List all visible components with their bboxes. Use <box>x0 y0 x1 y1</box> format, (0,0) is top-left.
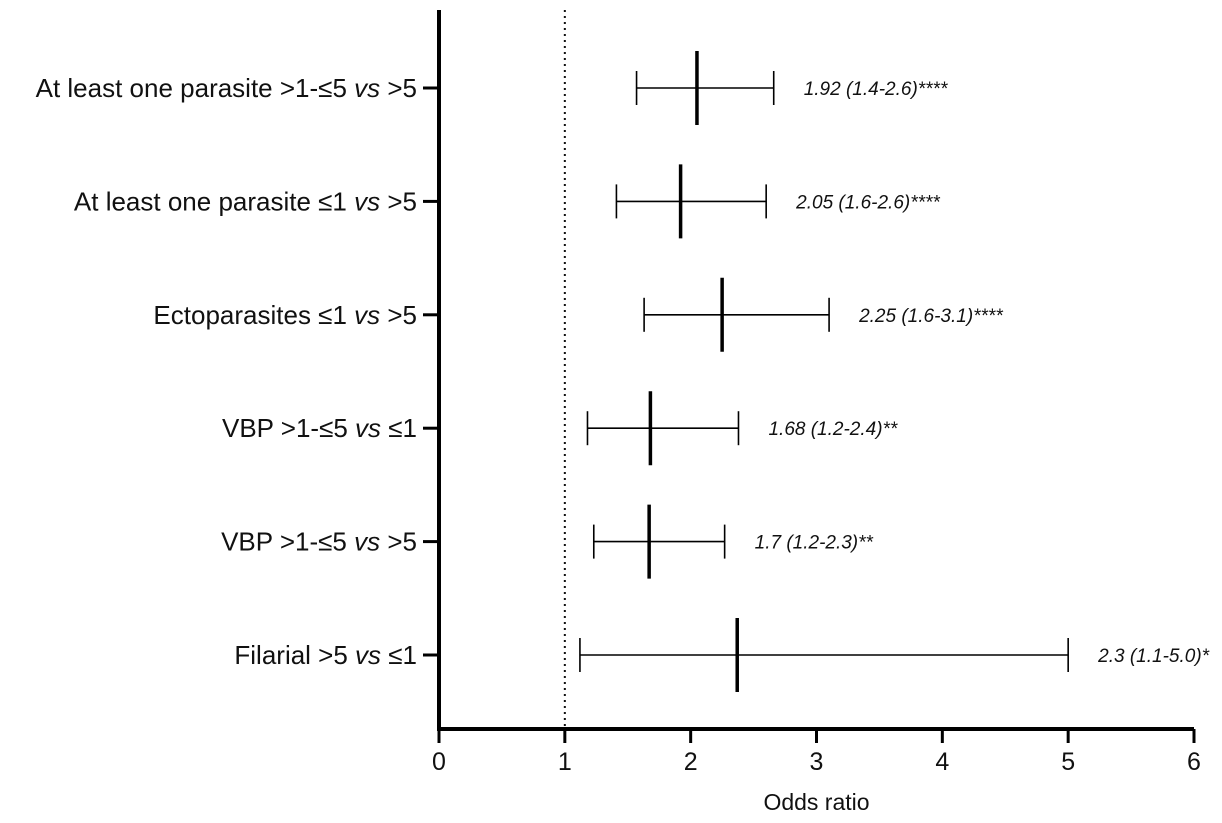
odds-ratio-annotation: 2.05 (1.6-2.6)**** <box>795 192 940 213</box>
odds-ratio-annotation: 1.7 (1.2-2.3)** <box>755 533 874 554</box>
x-tick-label: 6 <box>1187 748 1201 776</box>
category-label: At least one parasite >1-≤5 vs >5 <box>36 73 417 103</box>
x-tick-label: 5 <box>1061 748 1075 776</box>
odds-ratio-annotation: 1.92 (1.4-2.6)**** <box>804 79 948 100</box>
odds-ratio-annotation: 1.68 (1.2-2.4)** <box>768 419 897 440</box>
x-tick-label: 2 <box>684 748 698 776</box>
x-tick-label: 4 <box>935 748 949 776</box>
category-label: VBP >1-≤5 vs ≤1 <box>222 413 417 443</box>
x-axis-title: Odds ratio <box>763 789 869 815</box>
category-label: Filarial >5 vs ≤1 <box>234 640 417 670</box>
plot-area: 0 1 2 3 4 5 6 At least one parasite >1-≤5 vs >5… <box>36 10 1210 776</box>
x-tick-label: 3 <box>810 748 824 776</box>
x-tick-label: 1 <box>558 748 572 776</box>
category-label: VBP >1-≤5 vs >5 <box>221 527 417 557</box>
x-tick-label: 0 <box>432 748 446 776</box>
category-label: At least one parasite ≤1 vs >5 <box>74 186 417 216</box>
odds-ratio-annotation: 2.25 (1.6-3.1)**** <box>858 306 1003 327</box>
odds-ratio-annotation: 2.3 (1.1-5.0)* <box>1097 646 1209 667</box>
category-label: Ectoparasites ≤1 vs >5 <box>153 300 417 330</box>
